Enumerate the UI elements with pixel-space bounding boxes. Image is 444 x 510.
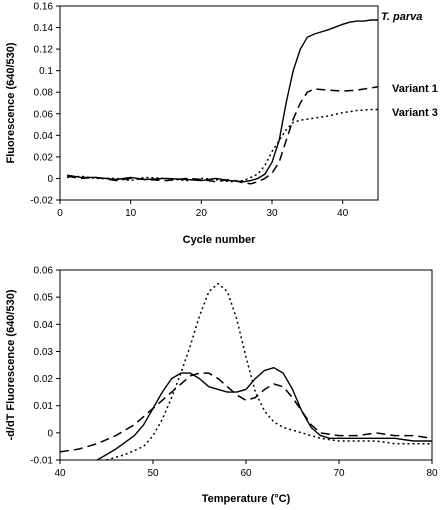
plot-area-border <box>59 5 379 201</box>
x-tick-label: 50 <box>147 468 159 479</box>
x-tick-label: 60 <box>240 468 252 479</box>
legend-label-variant-1: Variant 1 <box>392 83 438 95</box>
y-tick-label: -0.02 <box>30 196 53 207</box>
y-axis-label: Fluorescence (640/530) <box>5 42 17 163</box>
y-tick-label: 0.04 <box>34 131 54 142</box>
plot-area-border <box>59 269 433 461</box>
series-line-dashed <box>59 372 433 453</box>
y-axis-ticks: -0.02 0 0.02 0.04 0.06 0.08 0.1 0.12 0.14 0.16 <box>30 2 60 207</box>
series-line-solid <box>66 19 378 183</box>
series-line-dotted <box>67 108 378 183</box>
y-tick-label: 0.03 <box>34 347 54 358</box>
y-tick-label: -0.01 <box>30 456 53 467</box>
series-line-solid <box>96 367 432 461</box>
y-axis-ticks: -0.01 0 0.01 0.02 0.03 0.04 0.05 0.06 <box>30 266 60 467</box>
y-tick-label: 0.05 <box>34 293 54 304</box>
x-tick-label: 70 <box>333 468 345 479</box>
x-axis-label: Temperature (°C) <box>202 493 291 505</box>
y-tick-label: 0.12 <box>34 45 54 56</box>
y-tick-label: 0.01 <box>34 401 54 412</box>
x-tick-label: 40 <box>54 468 66 479</box>
series-line-dotted <box>106 282 432 461</box>
x-tick-label: 10 <box>125 208 137 219</box>
y-tick-label: 0.08 <box>34 88 54 99</box>
x-tick-label: 40 <box>337 208 349 219</box>
y-axis-label: -d/dT Fluorescence (640/530) <box>5 289 17 440</box>
x-axis-ticks: 0 10 20 30 40 <box>57 200 349 219</box>
y-tick-label: 0.02 <box>34 374 54 385</box>
y-tick-label: 0.04 <box>34 320 54 331</box>
y-tick-label: 0.06 <box>34 109 54 120</box>
series-group <box>59 282 433 461</box>
y-tick-label: 0.02 <box>34 152 54 163</box>
legend-label-variant-3: Variant 3 <box>392 107 438 119</box>
y-tick-label: 0.14 <box>34 23 54 34</box>
series-line-dashed <box>66 86 379 185</box>
y-tick-label: 0 <box>47 428 53 439</box>
x-axis-label: Cycle number <box>183 234 256 246</box>
x-tick-label: 20 <box>196 208 208 219</box>
x-axis-ticks: 40 50 60 70 80 <box>54 460 438 479</box>
y-tick-label: 0.16 <box>34 2 54 13</box>
y-tick-label: 0.1 <box>39 66 53 77</box>
y-tick-label: 0.06 <box>34 266 54 277</box>
x-tick-label: 0 <box>57 208 63 219</box>
series-group <box>66 19 379 185</box>
y-tick-label: 0 <box>47 174 53 185</box>
amplification-chart: -0.02 0 0.02 0.04 0.06 0.08 0.1 0.12 0.14 0.16 0 1… <box>5 2 438 247</box>
legend-label-t-parva: T. parva <box>381 11 422 23</box>
x-tick-label: 30 <box>266 208 278 219</box>
melting-curve-chart: -0.01 0 0.01 0.02 0.03 0.04 0.05 0.06 40 50 60 70 8… <box>5 266 438 506</box>
x-tick-label: 80 <box>426 468 438 479</box>
